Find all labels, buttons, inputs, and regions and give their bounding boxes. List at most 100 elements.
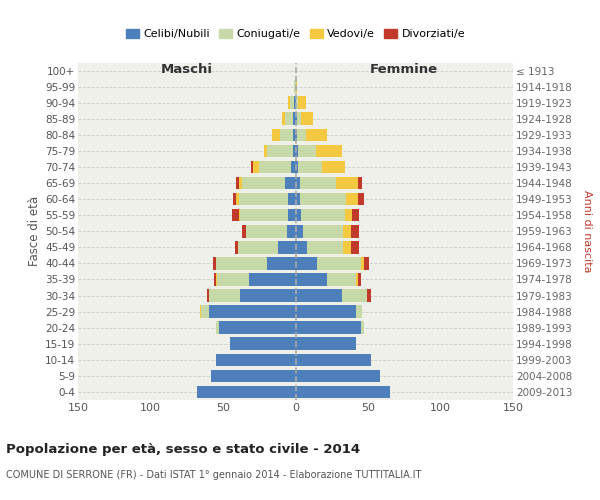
Text: Femmine: Femmine [370, 64, 439, 76]
Bar [201, 306, 209, 318]
Bar [296, 177, 300, 190]
Bar [296, 290, 342, 302]
Bar [342, 290, 367, 302]
Bar [253, 160, 259, 173]
Bar [298, 96, 305, 109]
Bar [296, 354, 371, 366]
Bar [303, 225, 343, 237]
Bar [296, 257, 317, 270]
Y-axis label: Anni di nascita: Anni di nascita [582, 190, 592, 272]
Bar [356, 306, 362, 318]
Bar [272, 128, 280, 141]
Bar [293, 112, 296, 125]
Bar [296, 193, 300, 205]
Bar [239, 209, 241, 222]
Bar [296, 273, 328, 285]
Bar [296, 370, 380, 382]
Bar [251, 160, 253, 173]
Bar [358, 193, 364, 205]
Bar [296, 209, 301, 222]
Bar [216, 322, 218, 334]
Text: COMUNE DI SERRONE (FR) - Dati ISTAT 1° gennaio 2014 - Elaborazione TUTTITALIA.IT: COMUNE DI SERRONE (FR) - Dati ISTAT 1° g… [6, 470, 421, 480]
Bar [345, 209, 352, 222]
Text: Maschi: Maschi [161, 64, 213, 76]
Bar [213, 257, 216, 270]
Bar [300, 177, 336, 190]
Bar [236, 193, 239, 205]
Bar [233, 193, 236, 205]
Bar [291, 160, 296, 173]
Bar [350, 225, 359, 237]
Bar [242, 177, 286, 190]
Bar [364, 257, 370, 270]
Bar [286, 177, 296, 190]
Bar [296, 112, 297, 125]
Bar [283, 112, 286, 125]
Bar [343, 225, 350, 237]
Bar [301, 209, 345, 222]
Bar [209, 306, 296, 318]
Bar [209, 290, 241, 302]
Bar [218, 322, 296, 334]
Bar [296, 80, 297, 93]
Bar [207, 290, 209, 302]
Bar [352, 209, 359, 222]
Bar [296, 386, 390, 398]
Bar [288, 209, 296, 222]
Bar [296, 96, 298, 109]
Bar [305, 128, 328, 141]
Bar [358, 273, 361, 285]
Bar [296, 322, 361, 334]
Bar [287, 225, 296, 237]
Bar [296, 144, 298, 157]
Bar [235, 241, 238, 254]
Bar [216, 273, 217, 285]
Bar [294, 96, 296, 109]
Text: Popolazione per età, sesso e stato civile - 2014: Popolazione per età, sesso e stato civil… [6, 442, 360, 456]
Bar [263, 144, 266, 157]
Bar [316, 144, 342, 157]
Bar [356, 273, 358, 285]
Bar [296, 241, 307, 254]
Bar [307, 241, 343, 254]
Bar [249, 273, 296, 285]
Bar [239, 177, 242, 190]
Y-axis label: Fasce di età: Fasce di età [28, 196, 41, 266]
Bar [296, 225, 303, 237]
Bar [232, 209, 239, 222]
Bar [214, 273, 216, 285]
Bar [217, 273, 249, 285]
Bar [296, 160, 298, 173]
Bar [300, 193, 346, 205]
Bar [241, 209, 288, 222]
Bar [288, 96, 290, 109]
Bar [343, 241, 350, 254]
Bar [197, 386, 296, 398]
Bar [241, 290, 296, 302]
Bar [336, 177, 358, 190]
Bar [350, 241, 359, 254]
Bar [296, 128, 297, 141]
Bar [358, 177, 362, 190]
Bar [286, 112, 293, 125]
Bar [278, 241, 296, 254]
Bar [346, 193, 358, 205]
Bar [297, 112, 301, 125]
Bar [298, 144, 316, 157]
Bar [293, 144, 296, 157]
Bar [216, 257, 266, 270]
Bar [290, 96, 294, 109]
Bar [301, 112, 313, 125]
Bar [361, 257, 364, 270]
Bar [296, 306, 356, 318]
Bar [200, 306, 201, 318]
Bar [298, 160, 322, 173]
Bar [266, 257, 296, 270]
Bar [280, 128, 293, 141]
Bar [239, 193, 288, 205]
Bar [242, 225, 246, 237]
Bar [322, 160, 345, 173]
Bar [296, 338, 356, 350]
Bar [211, 370, 296, 382]
Bar [288, 193, 296, 205]
